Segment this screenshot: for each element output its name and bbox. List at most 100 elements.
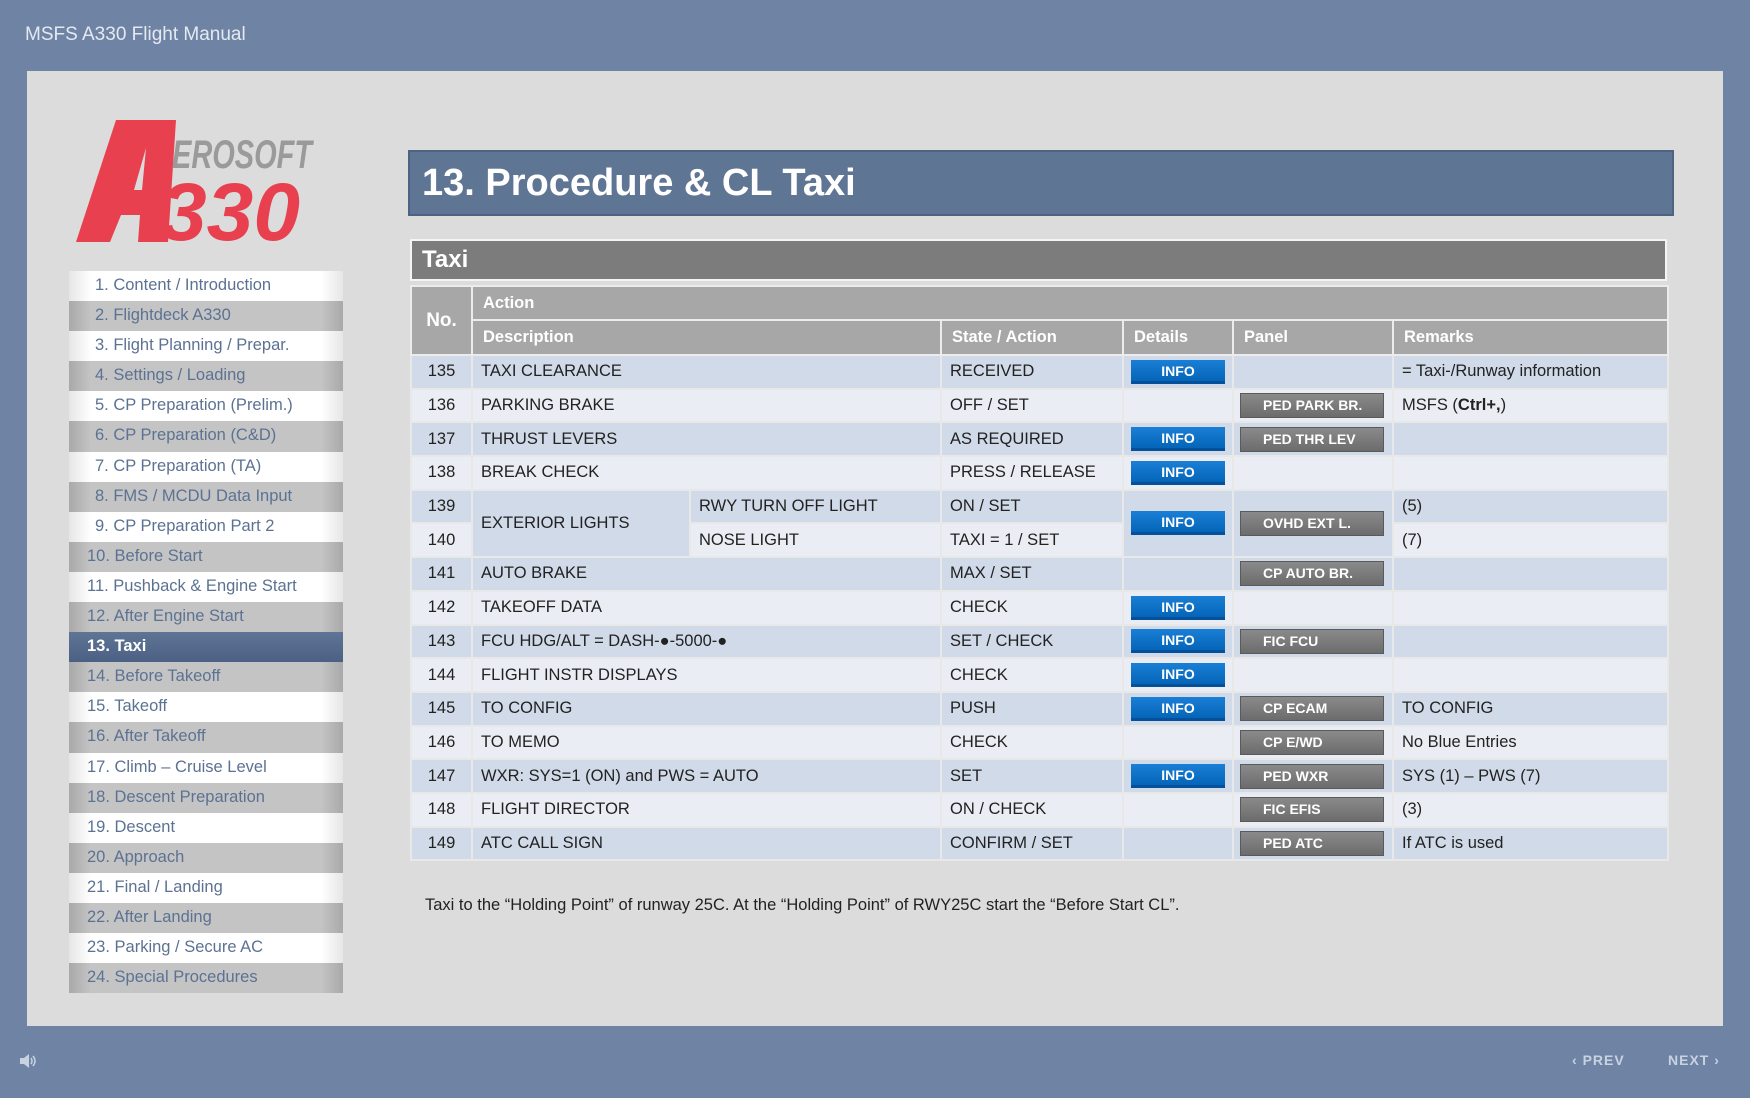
row-remarks: (7) xyxy=(1391,522,1670,559)
row-no: 137 xyxy=(410,421,473,458)
remarks-text: TO CONFIG xyxy=(1402,699,1494,718)
next-label: NEXT xyxy=(1668,1052,1710,1068)
info-button[interactable]: INFO xyxy=(1131,511,1225,536)
row-details: INFO xyxy=(1122,589,1234,626)
nav-item[interactable]: 14. Before Takeoff xyxy=(69,662,343,693)
row-panel: PED WXR xyxy=(1232,758,1394,794)
row-remarks: = Taxi-/Runway information xyxy=(1391,354,1670,390)
nav-item[interactable]: 23. Parking / Secure AC xyxy=(69,933,343,964)
nav-item[interactable]: 5. CP Preparation (Prelim.) xyxy=(69,391,343,422)
panel-button[interactable]: PED WXR xyxy=(1240,763,1384,789)
panel-button[interactable]: CP AUTO BR. xyxy=(1240,561,1384,587)
row-details xyxy=(1122,724,1234,761)
info-button[interactable]: INFO xyxy=(1131,663,1225,688)
info-button[interactable]: INFO xyxy=(1131,696,1225,721)
nav-item[interactable]: 22. After Landing xyxy=(69,902,343,934)
nav-item[interactable]: 16. After Takeoff xyxy=(69,722,343,753)
header-action: Action xyxy=(470,285,1670,321)
header-details: Details xyxy=(1122,319,1234,356)
row-state: CHECK xyxy=(940,657,1124,693)
row-state: SET xyxy=(940,758,1124,794)
row-panel xyxy=(1232,455,1394,491)
nav-item[interactable]: 4. Settings / Loading xyxy=(69,361,343,392)
row-description: FLIGHT DIRECTOR xyxy=(471,791,942,828)
panel-button[interactable]: FIC FCU xyxy=(1240,628,1384,654)
nav-item[interactable]: 10. Before Start xyxy=(69,541,343,572)
row-description: AUTO BRAKE xyxy=(471,556,942,592)
row-state: SET / CHECK xyxy=(940,623,1124,660)
row-state: CHECK xyxy=(940,724,1124,761)
row-remarks xyxy=(1391,421,1670,458)
info-button[interactable]: INFO xyxy=(1131,629,1225,654)
info-button[interactable]: INFO xyxy=(1131,427,1225,452)
panel-button[interactable]: PED ATC xyxy=(1240,830,1384,856)
row-state: OFF / SET xyxy=(940,387,1124,424)
row-state: AS REQUIRED xyxy=(940,421,1124,458)
table-row: 139 EXTERIOR LIGHTS RWY TURN OFF LIGHT ON /… xyxy=(410,488,1670,559)
row-panel xyxy=(1232,589,1394,626)
remarks-text: SYS (1) – PWS (7) xyxy=(1402,766,1541,785)
row-no: 148 xyxy=(410,791,473,828)
nav-item[interactable]: 18. Descent Preparation xyxy=(69,782,343,813)
row-panel: CP AUTO BR. xyxy=(1232,556,1394,592)
nav-item[interactable]: 15. Takeoff xyxy=(69,692,343,723)
nav-item[interactable]: 11. Pushback & Engine Start xyxy=(69,571,343,603)
aerosoft-a330-logo: EROSOFT 330 xyxy=(76,120,315,245)
panel-button[interactable]: CP E/WD xyxy=(1240,729,1384,755)
nav-item[interactable]: 17. Climb – Cruise Level xyxy=(69,752,343,783)
row-details: INFO xyxy=(1122,758,1234,794)
panel-button[interactable]: PED PARK BR. xyxy=(1240,393,1384,419)
row-state: PUSH xyxy=(940,690,1124,727)
row-remarks xyxy=(1391,623,1670,660)
row-remarks xyxy=(1391,657,1670,693)
panel-button[interactable]: OVHD EXT L. xyxy=(1240,510,1384,536)
row-no: 146 xyxy=(410,724,473,761)
row-description: EXTERIOR LIGHTS xyxy=(471,488,691,559)
row-description: THRUST LEVERS xyxy=(471,421,942,458)
panel-button[interactable]: PED THR LEV xyxy=(1240,426,1384,452)
table-row: 143 FCU HDG/ALT = DASH-●-5000-● SET / CHEC… xyxy=(410,623,1670,660)
row-description: FCU HDG/ALT = DASH-●-5000-● xyxy=(471,623,942,660)
speaker-icon[interactable] xyxy=(18,1052,38,1070)
row-state: CONFIRM / SET xyxy=(940,825,1124,862)
nav-item[interactable]: 3. Flight Planning / Prepar. xyxy=(69,331,343,362)
nav-item[interactable]: 1. Content / Introduction xyxy=(69,271,343,302)
row-state: ON / SET xyxy=(940,488,1124,525)
row-description: TAKEOFF DATA xyxy=(471,589,942,626)
panel-button[interactable]: CP ECAM xyxy=(1240,696,1384,722)
nav-item[interactable]: 12. After Engine Start xyxy=(69,602,343,633)
row-panel: FIC EFIS xyxy=(1232,791,1394,828)
row-state: TAXI = 1 / SET xyxy=(940,522,1124,559)
nav-item[interactable]: 2. Flightdeck A330 xyxy=(69,301,343,332)
nav-item[interactable]: 21. Final / Landing xyxy=(69,872,343,903)
nav-item[interactable]: 24. Special Procedures xyxy=(69,963,343,994)
row-description: TAXI CLEARANCE xyxy=(471,354,942,390)
row-details xyxy=(1122,791,1234,828)
table-row: 135 TAXI CLEARANCE RECEIVED INFO = Taxi-/Run… xyxy=(410,354,1670,390)
info-button[interactable]: INFO xyxy=(1131,595,1225,620)
row-panel xyxy=(1232,354,1394,390)
row-no: 140 xyxy=(410,522,473,559)
nav-item[interactable]: 9. CP Preparation Part 2 xyxy=(69,511,343,542)
nav-item[interactable]: 19. Descent xyxy=(69,812,343,843)
table-row: 142 TAKEOFF DATA CHECK INFO xyxy=(410,589,1670,626)
nav-item[interactable]: 8. FMS / MCDU Data Input xyxy=(69,481,343,512)
table-row: 140 NOSE LIGHT TAXI = 1 / SET (7) xyxy=(410,522,1670,559)
table-row: 149 ATC CALL SIGN CONFIRM / SET PED ATC If A… xyxy=(410,825,1670,862)
row-description: TO CONFIG xyxy=(471,690,942,727)
row-no: 136 xyxy=(410,387,473,424)
nav-item[interactable]: 20. Approach xyxy=(69,842,343,873)
nav-item[interactable]: 13. Taxi xyxy=(69,632,343,663)
info-button[interactable]: INFO xyxy=(1131,359,1225,384)
panel-button[interactable]: FIC EFIS xyxy=(1240,797,1384,823)
next-button[interactable]: NEXT › xyxy=(1668,1052,1720,1068)
header-description: Description xyxy=(471,319,942,356)
nav-item[interactable]: 7. CP Preparation (TA) xyxy=(69,451,343,482)
table-row: 141 AUTO BRAKE MAX / SET CP AUTO BR. xyxy=(410,556,1670,592)
info-button[interactable]: INFO xyxy=(1131,764,1225,789)
info-button[interactable]: INFO xyxy=(1131,460,1225,485)
prev-button[interactable]: ‹ PREV xyxy=(1572,1052,1625,1068)
row-details xyxy=(1122,825,1234,862)
row-details xyxy=(1122,556,1234,592)
nav-item[interactable]: 6. CP Preparation (C&D) xyxy=(69,421,343,452)
